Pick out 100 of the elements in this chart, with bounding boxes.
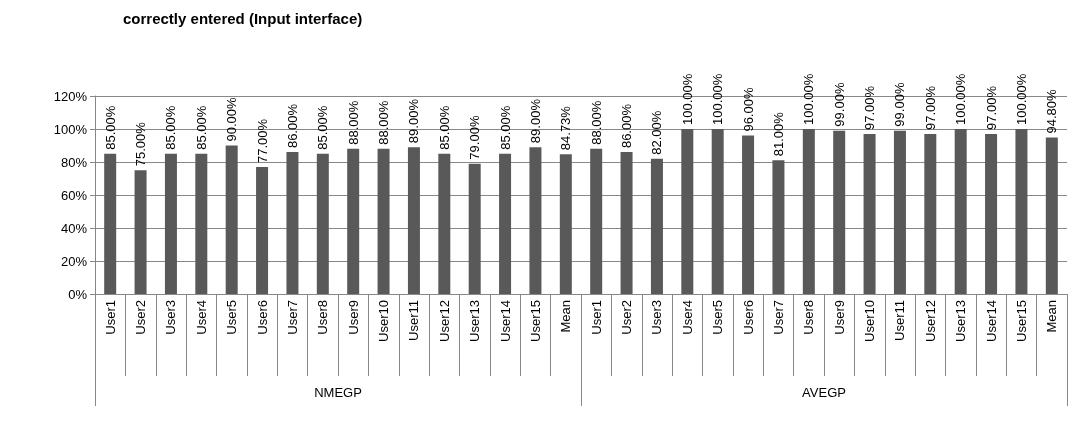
data-label: 85.00%	[315, 105, 331, 150]
bar	[711, 129, 724, 294]
data-label: 90.00%	[224, 96, 240, 142]
x-tick-label: User4	[193, 300, 209, 335]
x-tick-label: Mean	[558, 300, 574, 333]
data-label: 85.00%	[436, 105, 452, 150]
data-label: 88.00%	[588, 100, 604, 145]
bar	[833, 130, 846, 294]
bar	[559, 154, 572, 294]
bar	[104, 153, 117, 294]
data-label: 86.00%	[284, 103, 300, 149]
data-label: 100.00%	[710, 73, 726, 125]
data-label: 86.00%	[619, 103, 635, 149]
x-tick-label: User8	[801, 300, 817, 335]
data-label: 88.00%	[345, 100, 361, 145]
x-tick-label: User6	[254, 300, 270, 335]
y-tick-label: 20%	[60, 253, 88, 269]
x-tick-label: User14	[983, 300, 999, 342]
x-tick-label: User2	[619, 300, 635, 335]
bar	[377, 148, 390, 294]
text: NMEGP	[314, 385, 362, 400]
x-tick-label: User7	[770, 300, 786, 335]
bar	[468, 163, 481, 294]
x-tick-label: User13	[467, 300, 483, 342]
bar	[1045, 137, 1058, 294]
bar	[256, 166, 269, 294]
data-label: 75.00%	[133, 121, 149, 167]
bar	[164, 153, 177, 294]
bar	[620, 152, 633, 294]
x-tick-label: User3	[649, 300, 665, 335]
y-tick-label: 100%	[53, 121, 88, 137]
x-tick-label: User11	[406, 300, 422, 341]
x-tick-label: User1	[102, 300, 118, 335]
bar	[286, 152, 299, 294]
x-tick-label: User7	[284, 300, 300, 335]
data-label: 81.00%	[770, 111, 786, 157]
data-label: 99.00%	[892, 82, 908, 127]
y-tick-label: 40%	[60, 220, 88, 236]
bar	[924, 133, 937, 294]
bar	[985, 133, 998, 294]
data-label: 97.00%	[862, 85, 878, 130]
chart-title: correctly entered (Input interface)	[123, 10, 363, 27]
x-tick-label: User10	[862, 300, 878, 342]
data-label: 84.73%	[558, 105, 574, 151]
x-tick-label: User10	[376, 300, 392, 342]
y-tick-label: 120%	[53, 88, 88, 104]
bar	[893, 130, 906, 294]
x-tick-label: User4	[679, 300, 695, 335]
x-tick-label: User12	[436, 300, 452, 342]
x-tick-label: User5	[224, 300, 240, 335]
y-tick-label: 0%	[68, 286, 88, 302]
text: AVEGP	[802, 385, 846, 400]
bar	[772, 160, 785, 294]
x-tick-label: User3	[163, 300, 179, 335]
bar	[134, 170, 147, 294]
data-label: 100.00%	[1013, 73, 1029, 125]
bar	[316, 153, 329, 294]
data-label: 97.00%	[922, 85, 938, 130]
data-label: 85.00%	[193, 105, 209, 150]
data-label: 82.00%	[649, 110, 665, 155]
data-label: 85.00%	[497, 105, 513, 150]
x-tick-label: Mean	[1044, 300, 1060, 333]
bar	[1015, 129, 1028, 294]
bar	[407, 147, 420, 294]
data-label: 100.00%	[679, 73, 695, 125]
x-tick-label: User8	[315, 300, 331, 335]
bar	[802, 129, 815, 294]
data-label: 94.80%	[1044, 89, 1060, 134]
data-label: 99.00%	[831, 82, 847, 127]
bar	[499, 153, 512, 294]
bar	[529, 147, 542, 294]
y-tick-label: 60%	[60, 187, 88, 203]
data-label: 85.00%	[102, 105, 118, 150]
bar	[347, 148, 360, 294]
x-tick-label: User13	[953, 300, 969, 342]
bar	[954, 129, 967, 294]
x-tick-label: User5	[710, 300, 726, 335]
data-label: 96.00%	[740, 87, 756, 132]
data-label: 89.00%	[527, 98, 543, 144]
bar	[195, 153, 208, 294]
x-tick-label: User14	[497, 300, 513, 342]
x-tick-label: User12	[922, 300, 938, 342]
bar	[650, 158, 663, 294]
x-tick-label: User2	[133, 300, 149, 335]
y-tick-label: 80%	[60, 154, 88, 170]
data-label: 88.00%	[376, 100, 392, 145]
data-label: 100.00%	[801, 73, 817, 125]
x-tick-label: User15	[527, 300, 543, 342]
data-label: 85.00%	[163, 105, 179, 150]
data-label: 77.00%	[254, 118, 270, 163]
x-tick-label: User9	[831, 300, 847, 335]
data-label: 89.00%	[406, 98, 422, 144]
x-tick-label: User1	[588, 300, 604, 335]
bar	[438, 153, 451, 294]
x-tick-label: User9	[345, 300, 361, 335]
x-tick-label: User11	[892, 300, 908, 341]
x-tick-label: User6	[740, 300, 756, 335]
bar	[742, 135, 755, 294]
data-label: 97.00%	[983, 85, 999, 130]
bar	[225, 145, 238, 294]
